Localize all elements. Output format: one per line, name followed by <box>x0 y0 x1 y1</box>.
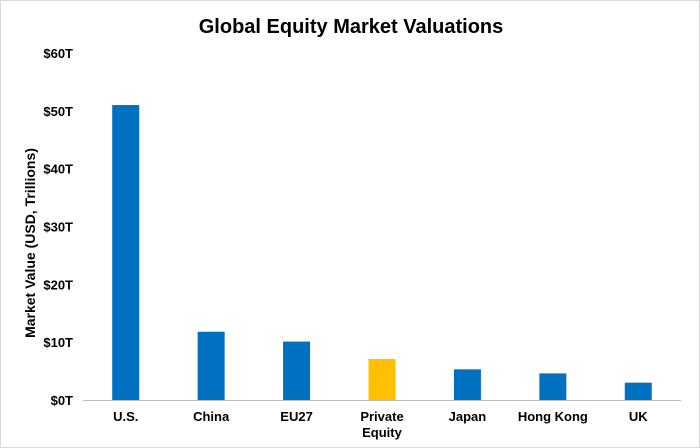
x-tick-label-line: Private <box>360 409 403 424</box>
y-tick-label: $20T <box>43 277 73 292</box>
bar-hong-kong <box>539 373 567 400</box>
y-tick-label: $10T <box>43 335 73 350</box>
x-tick-label: U.S. <box>113 409 138 424</box>
y-axis-label: Market Value (USD, Trillions) <box>22 148 38 338</box>
x-tick-label: UK <box>629 409 648 424</box>
y-tick-label: $40T <box>43 162 73 177</box>
y-tick-label: $30T <box>43 220 73 235</box>
bar-china <box>197 331 225 400</box>
bar-japan <box>453 369 481 400</box>
x-tick-label-line: Equity <box>362 425 402 440</box>
x-tick-label: Japan <box>449 409 487 424</box>
chart-title: Global Equity Market Valuations <box>199 16 504 38</box>
x-tick-label: Private Equity <box>360 409 403 440</box>
x-tick-label: EU27 <box>280 409 313 424</box>
y-axis-ticks: $0T $10T $20T $30T $40T $50T $60T <box>43 46 73 408</box>
y-tick-label: $60T <box>43 46 73 61</box>
x-tick-label-line: UK <box>629 409 648 424</box>
x-axis-ticks: U.S. China EU27 Private Equity Japan Hong Kong… <box>113 409 648 440</box>
x-tick-label: Hong Kong <box>518 409 588 424</box>
x-tick-label-line: EU27 <box>280 409 313 424</box>
x-tick-label-line: Japan <box>449 409 487 424</box>
bar-uk <box>624 382 652 400</box>
bar-eu27 <box>283 341 311 400</box>
bar-private-equity <box>368 358 396 400</box>
x-tick-label: China <box>193 409 230 424</box>
y-tick-label: $50T <box>43 104 73 119</box>
y-tick-label: $0T <box>51 393 73 408</box>
bar-u-s <box>112 105 140 401</box>
bars <box>112 105 652 401</box>
x-tick-label-line: U.S. <box>113 409 138 424</box>
x-tick-label-line: China <box>193 409 230 424</box>
x-tick-label-line: Hong Kong <box>518 409 588 424</box>
